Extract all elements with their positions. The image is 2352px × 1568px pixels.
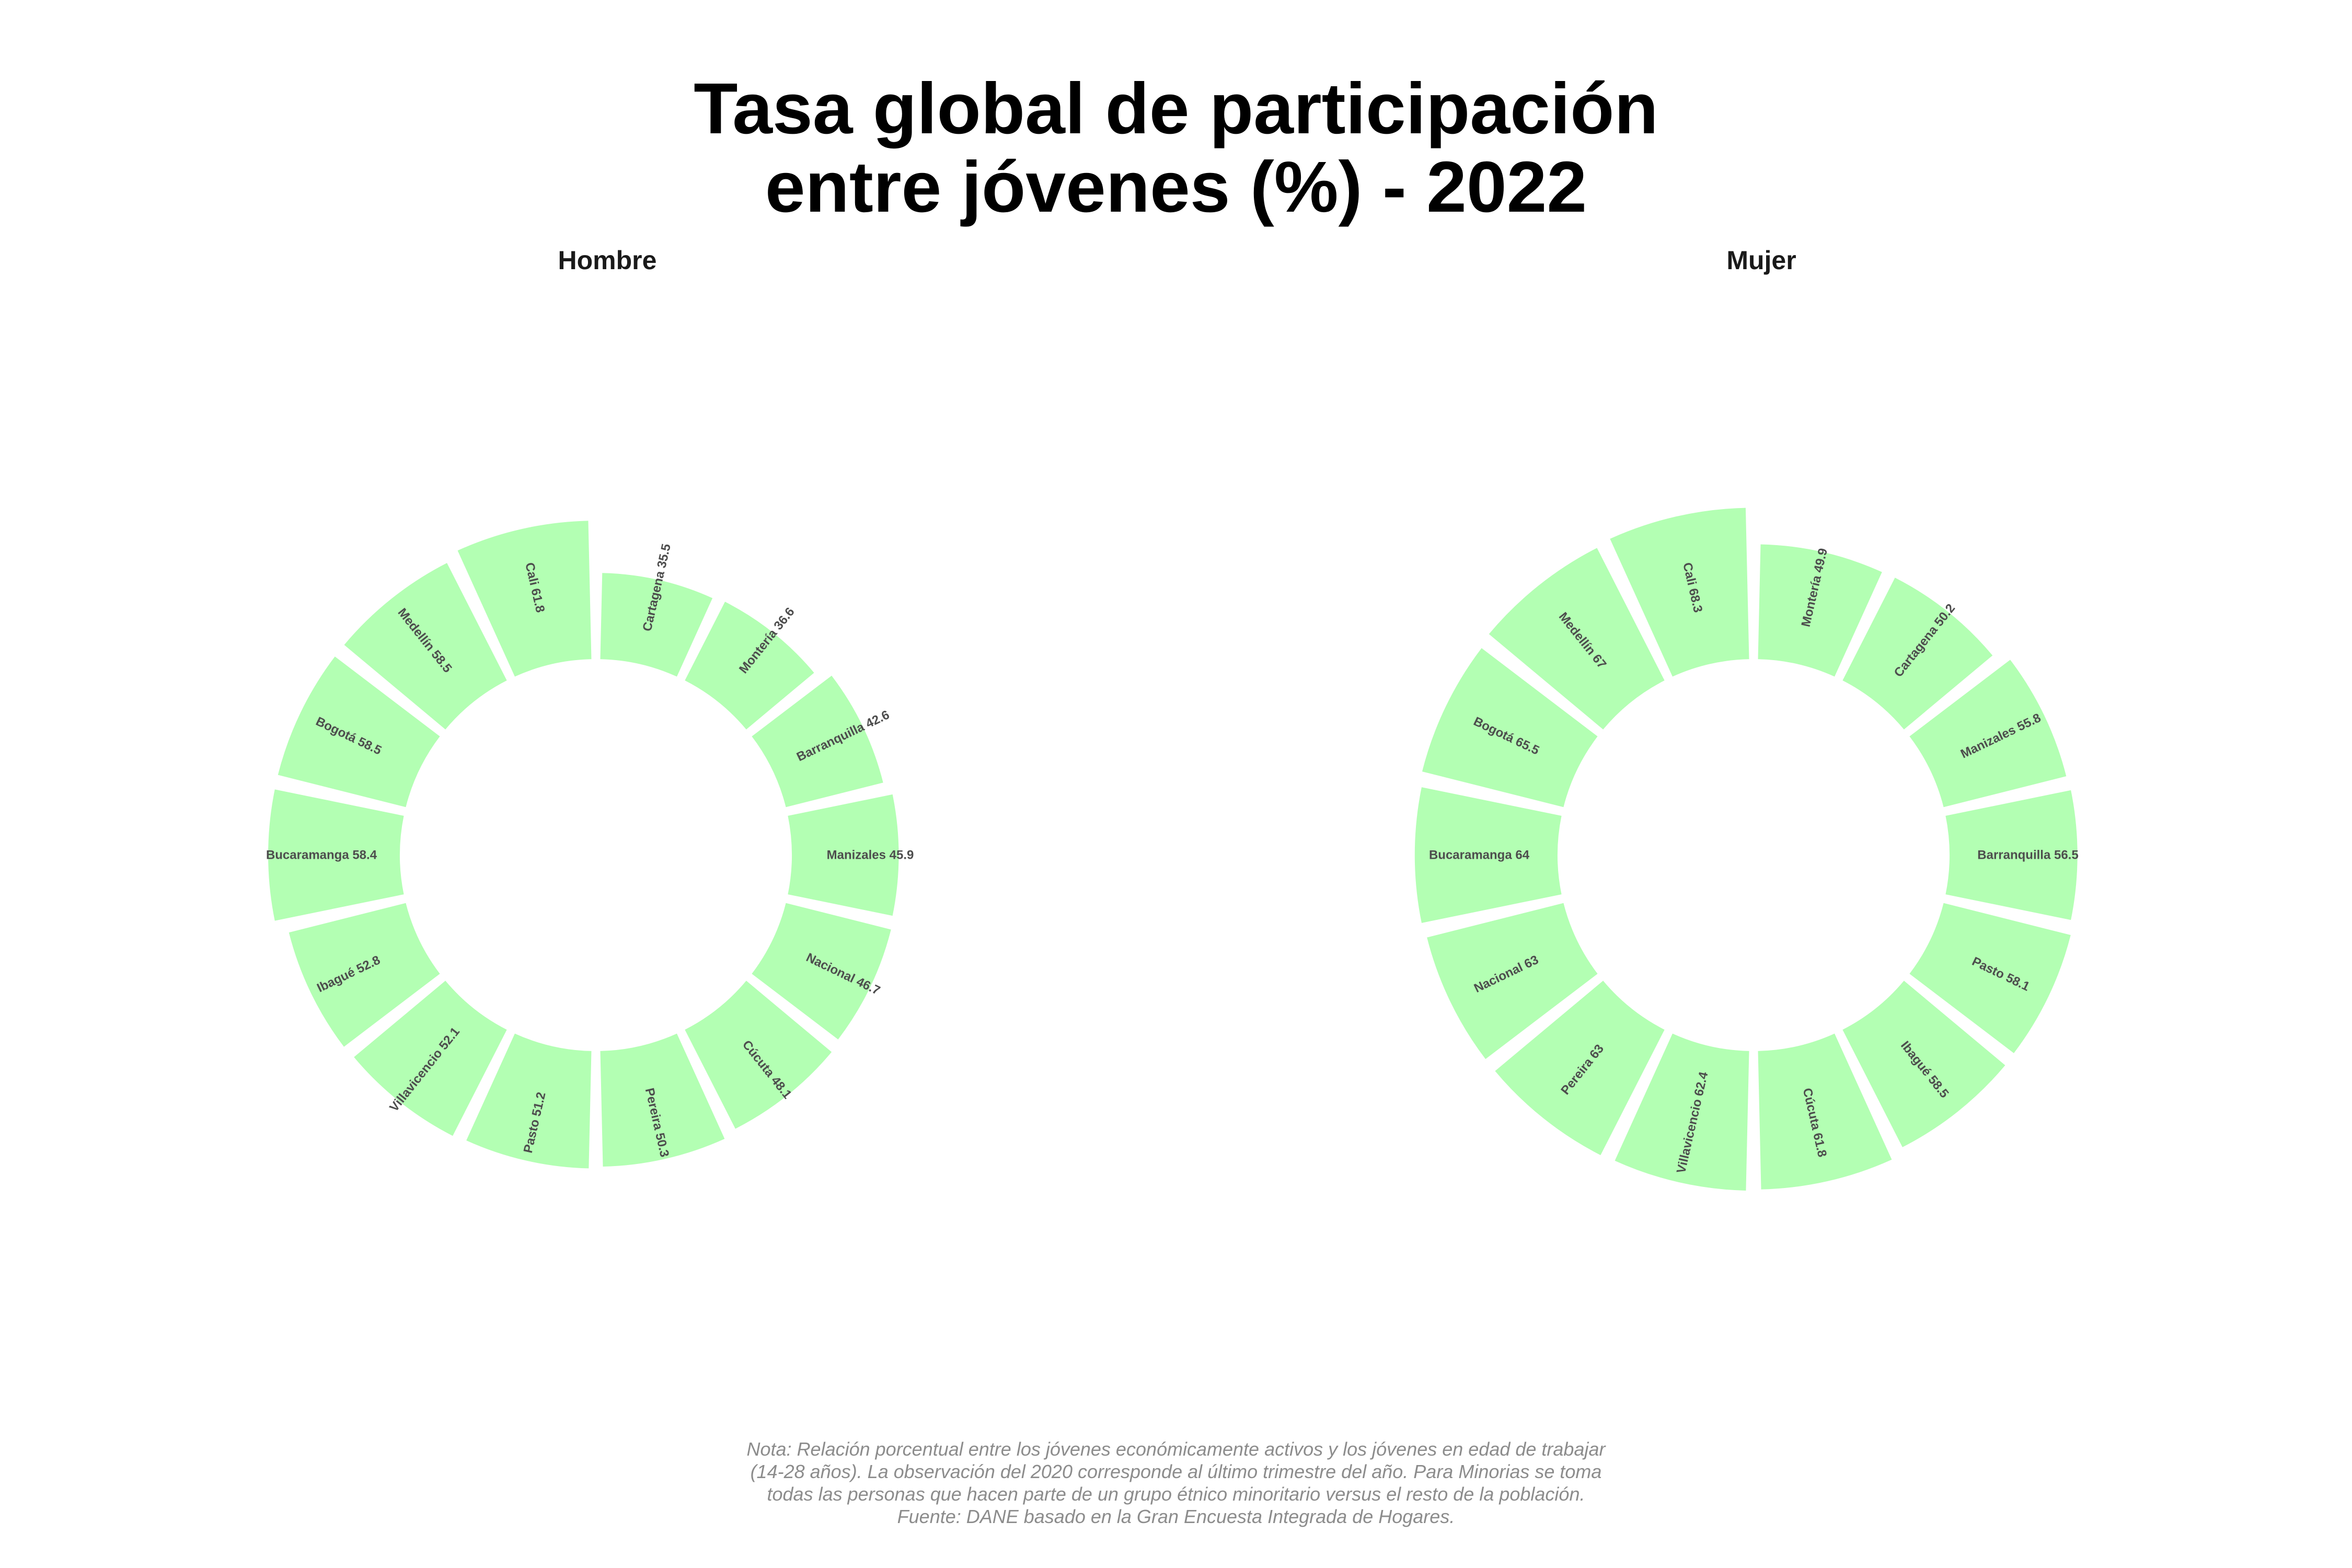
facet-label-hombre: Hombre [558, 246, 657, 275]
bar-barranquilla [752, 675, 883, 808]
bar-manizales [788, 794, 899, 916]
bar-bucaramanga [268, 789, 404, 921]
bar-medellín [344, 563, 507, 730]
chart-title-line-1: Tasa global de participación [694, 68, 1658, 149]
bar-cartagena [600, 573, 713, 677]
bar-medellín [1489, 548, 1665, 730]
bar-barranquilla [1945, 790, 2078, 920]
bar-ibagué [289, 903, 440, 1047]
bar-cali [1610, 508, 1749, 677]
bar-ibagué [1842, 981, 2005, 1147]
bar-nacional [1427, 903, 1598, 1059]
bar-label: Barranquilla 56.5 [1977, 848, 2078, 862]
bar-label: Bucaramanga 58.4 [266, 848, 377, 862]
bar-pereira [600, 1033, 725, 1167]
bar-bucaramanga [1414, 787, 1562, 923]
note-line-1: Nota: Relación porcentual entre los jóve… [747, 1438, 1607, 1460]
bar-pasto [1909, 903, 2071, 1053]
bar-villavicencio [1615, 1033, 1749, 1191]
bar-cali [457, 521, 592, 677]
bar-label: Bucaramanga 64 [1429, 848, 1530, 862]
bar-montería [1758, 544, 1882, 677]
bar-label: Manizales 45.9 [827, 848, 914, 862]
bar-bogotá [278, 656, 440, 808]
note-line-3: todas las personas que hacen parte de un… [767, 1483, 1585, 1505]
bar-montería [685, 602, 814, 730]
bar-cúcuta [685, 981, 832, 1129]
bar-nacional [752, 903, 891, 1040]
bar-cúcuta [1758, 1033, 1892, 1190]
bar-manizales [1909, 660, 2067, 808]
chart-title-line-2: entre jóvenes (%) - 2022 [765, 147, 1587, 227]
bar-bogotá [1422, 648, 1598, 808]
note-line-2: (14-28 años). La observación del 2020 co… [751, 1461, 1602, 1482]
bar-pasto [466, 1033, 592, 1169]
bar-villavicencio [354, 981, 507, 1136]
bar-pereira [1495, 981, 1665, 1156]
note-line-4: Fuente: DANE basado en la Gran Encuesta … [897, 1506, 1455, 1527]
facet-label-mujer: Mujer [1726, 246, 1796, 275]
bar-cartagena [1842, 578, 1993, 730]
